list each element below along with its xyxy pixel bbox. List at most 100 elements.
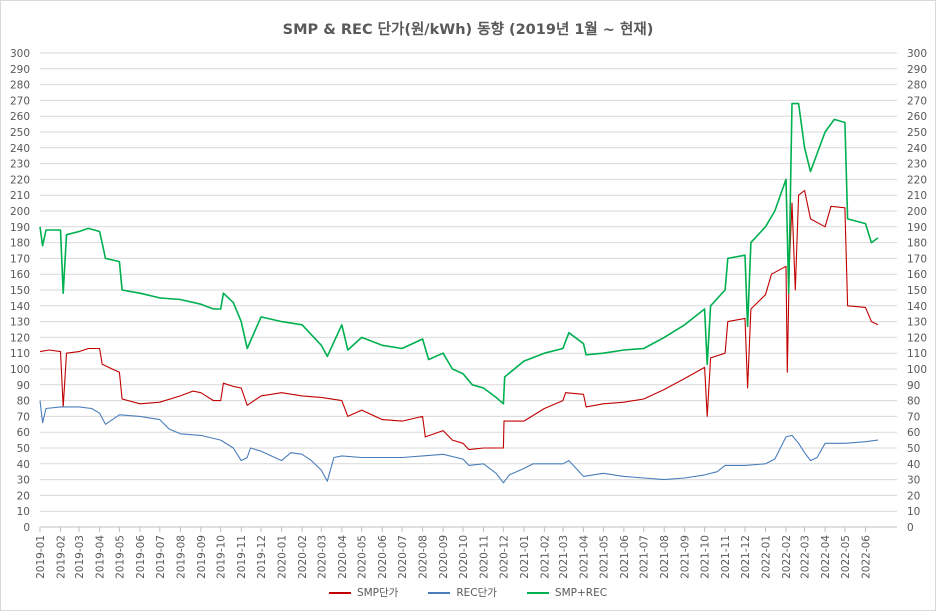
- y-tick-label-left: 170: [10, 253, 30, 265]
- y-tick-label-right: 170: [907, 253, 927, 265]
- x-tick-label: 2022-03: [800, 535, 812, 579]
- x-tick-label: 2021-11: [720, 535, 732, 579]
- x-tick-label: 2021-12: [740, 535, 752, 579]
- y-tick-label-left: 60: [17, 427, 30, 439]
- legend-label-smp: SMP단가: [356, 587, 399, 599]
- chart-title: SMP & REC 단가(원/kWh) 동향 (2019년 1월 ~ 현재): [282, 22, 654, 38]
- y-tick-label-left: 150: [10, 285, 30, 297]
- x-tick-label: 2020-11: [479, 535, 491, 579]
- gridlines: [40, 52, 897, 528]
- legend-label-sum: SMP+REC: [554, 586, 608, 599]
- x-tick-label: 2019-02: [56, 535, 68, 579]
- legend-item-smp: SMP단가: [328, 585, 399, 600]
- x-tick-label: 2021-06: [619, 535, 631, 579]
- y-tick-label-right: 90: [907, 380, 920, 392]
- y-tick-label-right: 100: [907, 364, 927, 376]
- y-tick-label-right: 0: [907, 522, 914, 534]
- y-tick-label-left: 50: [17, 443, 30, 455]
- x-tick-label: 2019-01: [35, 535, 47, 579]
- x-tick-label: 2020-07: [397, 535, 409, 579]
- y-tick-label-right: 50: [907, 443, 920, 455]
- legend-swatch-rec: [428, 591, 451, 594]
- y-tick-label-left: 0: [23, 522, 30, 534]
- x-tick-label: 2020-09: [438, 535, 450, 579]
- x-tick-label: 2020-10: [458, 535, 470, 579]
- x-tick-label: 2021-04: [578, 535, 590, 579]
- y-tick-label-left: 140: [10, 301, 30, 313]
- y-tick-label-right: 160: [907, 269, 927, 281]
- y-tick-label-right: 70: [907, 411, 920, 423]
- x-tick-label: 2020-03: [316, 535, 328, 579]
- x-tick-label: 2022-06: [860, 535, 872, 579]
- y-tick-label-left: 70: [17, 411, 30, 423]
- x-tick-label: 2020-12: [498, 535, 510, 579]
- x-tick-label: 2019-11: [236, 535, 248, 579]
- x-tick-label: 2019-06: [135, 535, 147, 579]
- y-tick-label-left: 250: [10, 127, 30, 139]
- x-tick-label: 2020-08: [418, 535, 430, 579]
- x-tick-label: 2022-05: [840, 535, 852, 579]
- x-tick-label: 2020-05: [357, 535, 369, 579]
- y-tick-label-right: 220: [907, 174, 927, 186]
- y-tick-label-left: 240: [10, 143, 30, 155]
- y-tick-label-left: 10: [17, 506, 30, 518]
- y-tick-label-left: 220: [10, 174, 30, 186]
- y-tick-label-right: 110: [907, 348, 927, 360]
- y-tick-label-right: 300: [907, 48, 927, 60]
- y-tick-label-right: 140: [907, 301, 927, 313]
- y-tick-label-right: 260: [907, 111, 927, 123]
- y-tick-label-left: 280: [10, 80, 30, 92]
- y-tick-label-left: 230: [10, 159, 30, 171]
- y-tick-label-right: 200: [907, 206, 927, 218]
- y-tick-label-left: 290: [10, 64, 30, 76]
- x-tick-label: 2021-01: [519, 535, 531, 579]
- y-tick-label-left: 210: [10, 190, 30, 202]
- x-tick-label: 2019-09: [196, 535, 208, 579]
- legend-swatch-sum: [526, 591, 549, 594]
- y-tick-label-right: 180: [907, 238, 927, 250]
- y-tick-label-left: 300: [10, 48, 30, 60]
- y-tick-label-right: 250: [907, 127, 927, 139]
- legend-item-rec: REC단가: [428, 585, 497, 600]
- y-tick-label-left: 180: [10, 238, 30, 250]
- y-tick-label-left: 270: [10, 95, 30, 107]
- x-tick-label: 2019-03: [74, 535, 86, 579]
- x-tick-label: 2019-04: [95, 535, 107, 579]
- x-tick-label: 2020-06: [377, 535, 389, 579]
- x-tick-label: 2021-05: [598, 535, 610, 579]
- x-tick-label: 2020-02: [297, 535, 309, 579]
- y-tick-label-left: 190: [10, 222, 30, 234]
- y-tick-label-left: 200: [10, 206, 30, 218]
- y-tick-label-right: 20: [907, 490, 920, 502]
- x-tick-label: 2022-04: [820, 535, 832, 579]
- x-tick-label: 2022-01: [760, 535, 772, 579]
- y-tick-label-left: 20: [17, 490, 30, 502]
- y-tick-label-right: 270: [907, 95, 927, 107]
- y-tick-label-right: 290: [907, 64, 927, 76]
- y-tick-label-left: 110: [10, 348, 30, 360]
- y-tick-label-left: 260: [10, 111, 30, 123]
- y-tick-label-right: 150: [907, 285, 927, 297]
- y-tick-label-right: 10: [907, 506, 920, 518]
- y-tick-label-right: 130: [907, 317, 927, 329]
- y-tick-label-left: 120: [10, 332, 30, 344]
- y-tick-label-right: 210: [907, 190, 927, 202]
- y-tick-label-right: 120: [907, 332, 927, 344]
- y-tick-label-right: 240: [907, 143, 927, 155]
- y-axis-left: 0 10 20 30 40 50 60 70 80 90 100 110 120 130 140 150 160…: [10, 48, 30, 534]
- x-tick-label: 2019-10: [216, 535, 228, 579]
- x-tick-label: 2020-01: [277, 535, 289, 579]
- y-tick-label-left: 80: [17, 396, 30, 408]
- y-tick-label-left: 100: [10, 364, 30, 376]
- y-tick-label-left: 30: [17, 475, 30, 487]
- series-line-smp-rec: [39, 102, 879, 405]
- y-tick-label-right: 40: [907, 459, 920, 471]
- legend: SMP단가 REC단가 SMP+REC: [0, 585, 936, 600]
- series-lines: [39, 102, 879, 484]
- x-tick-label: 2019-05: [114, 535, 126, 579]
- x-tick-label: 2019-12: [256, 535, 268, 579]
- y-tick-label-right: 280: [907, 80, 927, 92]
- y-tick-label-left: 40: [17, 459, 30, 471]
- y-axis-right: 0 10 20 30 40 50 60 70 80 90 100 110 120 130 140 150 160…: [907, 48, 927, 534]
